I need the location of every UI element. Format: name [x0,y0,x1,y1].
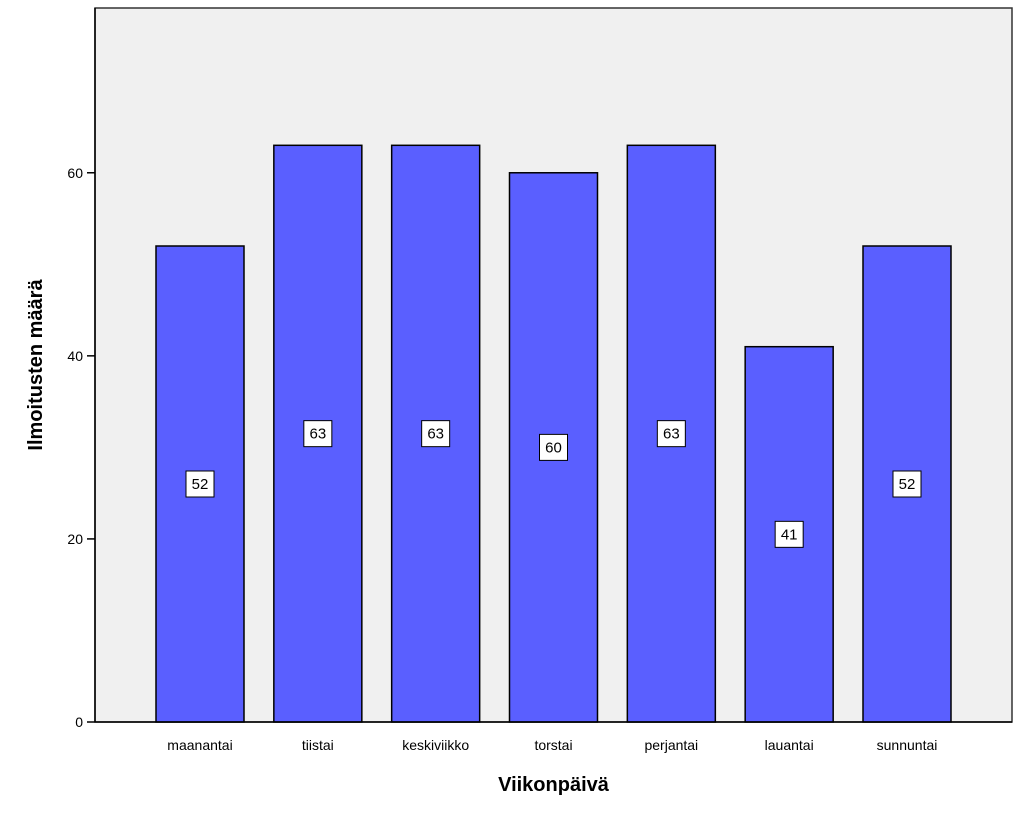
data-labels-layer: 52 63 63 60 63 41 52 [185,420,922,548]
data-label-box [185,470,215,498]
x-tick-label-perjantai: perjantai [644,737,698,753]
x-ticks-layer: maanantai tiistai keskiviikko torstai perjan… [167,737,937,753]
data-label-lauantai: 41 [774,520,804,548]
data-label-text: 63 [663,426,680,443]
y-tick-label-60: 60 [67,165,83,181]
x-tick-label-lauantai: lauantai [765,737,814,753]
data-label-box [539,433,568,461]
y-axis-title: Ilmoitusten määrä [25,279,47,451]
x-tick-label-tiistai: tiistai [302,737,334,753]
data-label-box [892,470,922,498]
x-tick-label-keskiviikko: keskiviikko [402,737,469,753]
data-label-box [774,520,804,548]
x-tick-label-maanantai: maanantai [167,737,232,753]
x-tick-label-torstai: torstai [534,737,572,753]
data-label-sunnuntai: 52 [892,470,922,498]
data-label-tiistai: 63 [303,420,333,448]
data-label-keskiviikko: 63 [421,420,451,448]
data-label-maanantai: 52 [185,470,215,498]
data-label-box [303,420,333,448]
x-tick-label-sunnuntai: sunnuntai [877,737,938,753]
x-axis-title: Viikonpäivä [498,774,610,796]
data-label-text: 63 [427,426,444,443]
data-label-perjantai: 63 [656,420,686,448]
data-label-text: 41 [781,526,798,543]
data-label-text: 60 [545,439,562,456]
y-tick-label-40: 40 [67,348,83,364]
data-label-torstai: 60 [539,433,568,461]
data-label-text: 52 [899,476,916,493]
y-tick-label-20: 20 [67,531,83,547]
data-label-box [656,420,686,448]
bar-sunnuntai [862,245,952,723]
y-ticks-layer: 0 20 40 60 [67,165,95,730]
data-label-text: 63 [309,426,326,443]
data-label-box [421,420,451,448]
data-label-text: 52 [192,476,209,493]
y-tick-label-0: 0 [75,714,83,730]
